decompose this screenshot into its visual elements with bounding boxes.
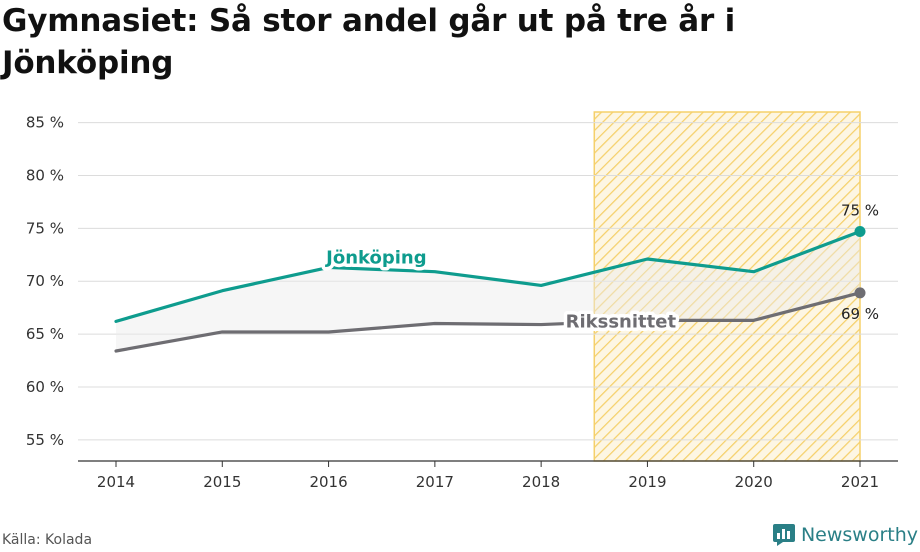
series-label-halo: Rikssnittet <box>566 311 677 332</box>
chart-title: Gymnasiet: Så stor andel går ut på tre å… <box>2 3 736 81</box>
series-label: Jönköping <box>324 247 427 268</box>
y-tick-label: 85 % <box>26 114 64 132</box>
end-value-label: 75 % <box>841 202 879 220</box>
y-tick-label: 65 % <box>26 325 64 343</box>
x-tick-label: 2021 <box>841 473 879 491</box>
y-tick-label: 75 % <box>26 219 64 237</box>
newsworthy-logo: Newsworthy <box>772 520 918 550</box>
series-endpoint <box>854 287 866 299</box>
y-tick-label: 80 % <box>26 166 64 184</box>
end-value-label: 69 % <box>841 305 879 323</box>
x-tick-label: 2019 <box>628 473 666 491</box>
gap-area <box>116 231 860 352</box>
series-endpoint <box>854 226 866 238</box>
x-tick-label: 2017 <box>416 473 454 491</box>
source-note: Källa: Kolada <box>2 532 93 548</box>
brand-name: Newsworthy <box>800 524 918 546</box>
y-tick-label: 60 % <box>26 378 64 396</box>
x-tick-label: 2014 <box>97 473 135 491</box>
newsworthy-logo-icon <box>772 524 795 546</box>
x-tick-label: 2015 <box>203 473 241 491</box>
x-tick-label: 2018 <box>522 473 560 491</box>
x-tick-label: 2020 <box>735 473 773 491</box>
series-label-halo: Jönköping <box>324 247 427 268</box>
series-line-jonkoping <box>114 229 862 323</box>
y-tick-label: 70 % <box>26 272 64 290</box>
x-tick-label: 2016 <box>309 473 347 491</box>
highlight-band <box>593 111 861 462</box>
y-tick-label: 55 % <box>26 431 64 449</box>
series-line-rikssnittet <box>114 291 862 353</box>
series-label: Rikssnittet <box>566 311 677 332</box>
